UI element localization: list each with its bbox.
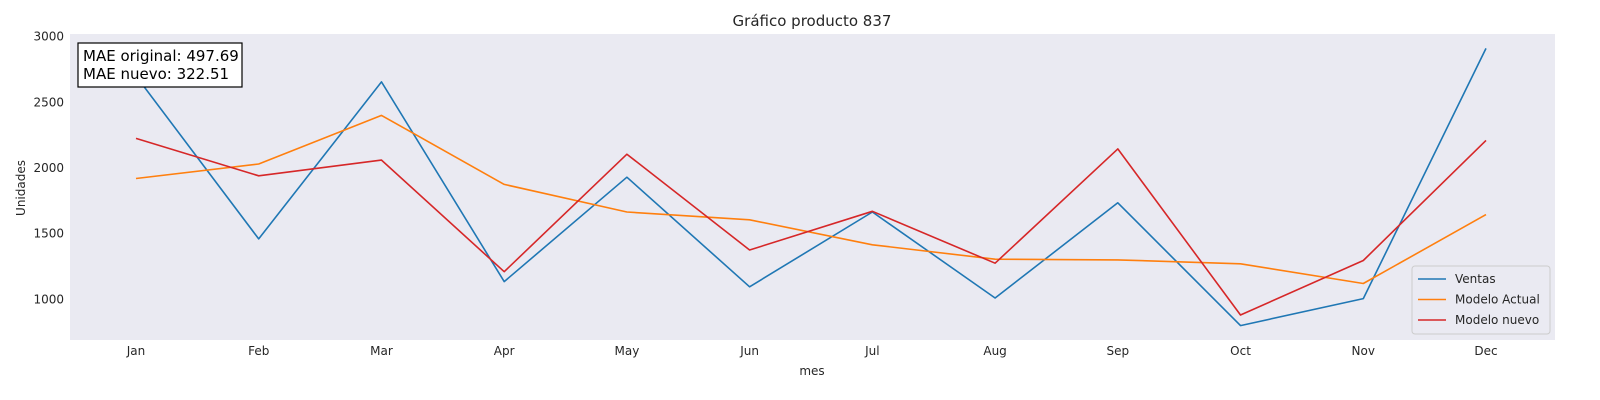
x-tick-label: Nov [1352,344,1375,358]
x-axis-label: mes [799,364,824,378]
x-tick-label: Oct [1230,344,1251,358]
x-tick-label: Dec [1474,344,1497,358]
x-tick-label: Aug [983,344,1006,358]
legend: Ventas Modelo Actual Modelo nuevo [1411,265,1551,335]
x-tick-label: Sep [1107,344,1130,358]
x-tick-label: Apr [494,344,515,358]
series-line-0 [135,48,1487,327]
series-line-1 [135,114,1487,285]
y-tick-label: 2500 [33,95,64,109]
y-tick-label: 3000 [33,30,64,44]
x-tick-label: Jun [739,344,759,358]
x-tick-label: May [615,344,640,358]
x-tick-label: Jul [864,344,879,358]
x-tick-label: Mar [370,344,393,358]
chart-title: Gráfico producto 837 [733,12,892,30]
x-tick-label: Feb [248,344,269,358]
y-tick-label: 1500 [33,227,64,241]
y-tick-label: 1000 [33,292,64,306]
legend-label: Modelo Actual [1455,293,1540,307]
legend-box [1411,265,1551,335]
x-tick-label: Jan [126,344,146,358]
y-axis-ticks: 1000 1500 2000 2500 3000 [33,30,64,307]
annotation-box [77,42,243,88]
plot-background [70,34,1555,340]
legend-label: Ventas [1455,272,1496,286]
series-line-2 [135,137,1487,316]
mae-annotation: MAE original: 497.69 MAE nuevo: 322.51 [77,42,243,88]
y-axis-label: Unidades [14,160,28,216]
series-layer [135,48,1487,327]
x-axis-ticks: Jan Feb Mar Apr May Jun Jul Aug Sep Oct Nov Dec [126,344,1498,358]
annotation-line-1: MAE original: 497.69 [83,47,239,65]
y-tick-label: 2000 [33,161,64,175]
annotation-line-2: MAE nuevo: 322.51 [83,65,229,83]
legend-label: Modelo nuevo [1455,313,1539,327]
